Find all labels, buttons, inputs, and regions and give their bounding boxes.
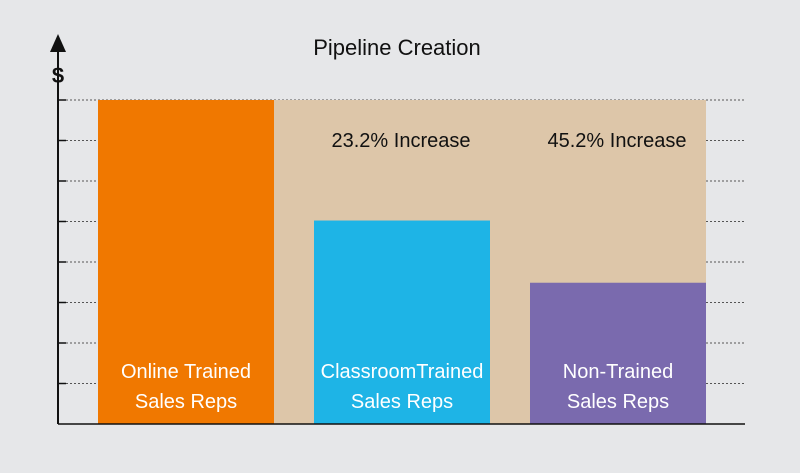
bar-3 [530, 282, 706, 424]
y-axis-label: $ [52, 63, 64, 88]
bar-layer [98, 100, 706, 424]
bar-label-layer: Online Trained Sales Reps ClassroomTrained… [121, 361, 673, 413]
bar-label-2-line-2: Sales Reps [351, 391, 453, 413]
bar-label-3-line-1: Non-Trained [563, 361, 673, 383]
bar-label-3-line-2: Sales Reps [567, 391, 669, 413]
annotation-nontrained-increase: 45.2% Increase [548, 130, 687, 152]
bar-1 [98, 100, 274, 424]
bar-label-1-line-2: Sales Reps [135, 391, 237, 413]
y-axis-arrow-icon [50, 34, 66, 52]
bar-label-2-line-1: ClassroomTrained [321, 361, 484, 383]
annotation-classroom-increase: 23.2% Increase [332, 130, 471, 152]
bar-label-1-line-1: Online Trained [121, 361, 251, 383]
axis-layer [50, 34, 745, 425]
bar-2 [314, 220, 490, 424]
chart-title: Pipeline Creation [313, 35, 481, 60]
